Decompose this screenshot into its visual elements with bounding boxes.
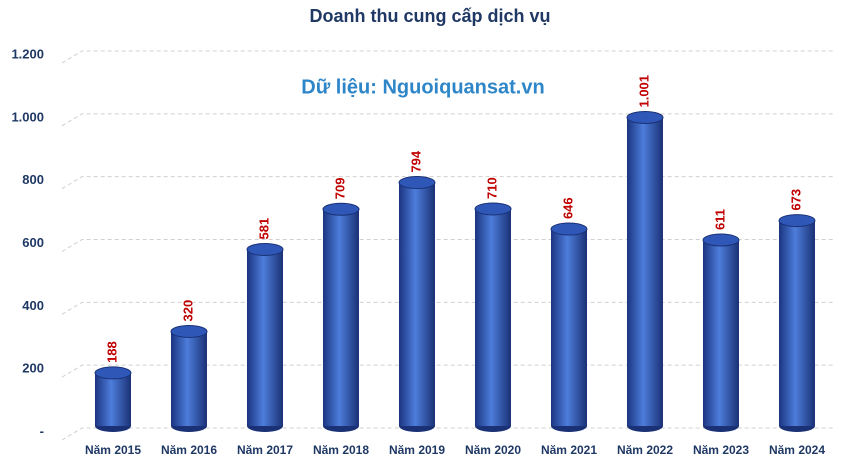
cylinder xyxy=(550,222,588,432)
bar xyxy=(551,229,587,426)
grid-line xyxy=(61,113,835,127)
bar xyxy=(779,220,815,426)
x-tick-label: Năm 2023 xyxy=(693,443,749,457)
y-tick-label: 600 xyxy=(22,235,44,250)
bar xyxy=(171,331,207,426)
value-label: 673 xyxy=(788,189,803,211)
bar-top xyxy=(170,324,208,338)
y-tick-label: 200 xyxy=(22,361,44,376)
value-label: 709 xyxy=(332,178,347,200)
bar xyxy=(95,372,131,426)
value-label: 710 xyxy=(484,177,499,199)
bar-top xyxy=(474,202,512,216)
y-tick-label: - xyxy=(40,423,44,438)
x-tick-label: Năm 2015 xyxy=(85,443,141,457)
bar xyxy=(399,182,435,426)
bar-top xyxy=(398,176,436,190)
value-label: 320 xyxy=(180,300,195,322)
x-tick-label: Năm 2017 xyxy=(237,443,293,457)
value-label: 646 xyxy=(560,197,575,219)
bar-top xyxy=(322,202,360,216)
chart-title: Doanh thu cung cấp dịch vụ xyxy=(309,6,550,26)
grid-line xyxy=(61,176,835,190)
y-tick-label: 400 xyxy=(22,298,44,313)
x-tick-label: Năm 2016 xyxy=(161,443,217,457)
x-tick-label: Năm 2020 xyxy=(465,443,521,457)
cylinder xyxy=(246,242,284,432)
x-tick-label: Năm 2019 xyxy=(389,443,445,457)
bar-top xyxy=(626,111,664,125)
bar-top xyxy=(778,214,816,228)
value-label: 794 xyxy=(408,150,423,172)
cylinder xyxy=(94,366,132,432)
bar xyxy=(323,209,359,426)
cylinder xyxy=(322,202,360,432)
cylinder xyxy=(170,324,208,432)
cylinder xyxy=(778,214,816,432)
grid-line xyxy=(61,50,835,64)
cylinder xyxy=(626,111,664,432)
x-tick-label: Năm 2021 xyxy=(541,443,597,457)
cylinder xyxy=(398,176,436,432)
bar xyxy=(627,117,663,426)
value-label: 581 xyxy=(256,218,271,240)
bar-top xyxy=(246,242,284,256)
value-label: 188 xyxy=(104,341,119,363)
bar xyxy=(475,208,511,426)
cylinder xyxy=(474,202,512,432)
bar-top xyxy=(94,366,132,380)
y-tick-label: 1.200 xyxy=(11,46,44,61)
x-tick-label: Năm 2024 xyxy=(769,443,825,457)
value-label: 611 xyxy=(712,209,727,230)
bar xyxy=(703,240,739,426)
x-tick-label: Năm 2022 xyxy=(617,443,673,457)
annotation: Dữ liệu: Nguoiquansat.vn xyxy=(301,76,544,98)
bar-top xyxy=(702,233,740,247)
value-label: 1.001 xyxy=(636,75,651,108)
bar xyxy=(247,249,283,426)
cylinder xyxy=(702,233,740,432)
bar-top xyxy=(550,222,588,236)
y-tick-label: 800 xyxy=(22,172,44,187)
x-tick-label: Năm 2018 xyxy=(313,443,369,457)
y-tick-label: 1.000 xyxy=(11,109,44,124)
